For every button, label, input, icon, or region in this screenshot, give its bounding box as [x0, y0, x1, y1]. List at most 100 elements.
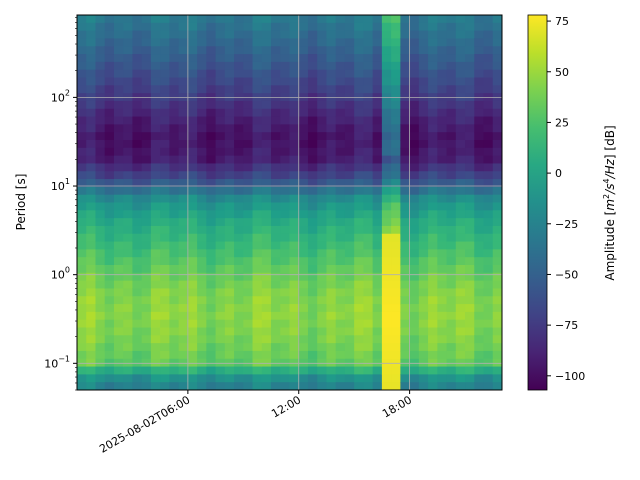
heatmap-cell	[428, 202, 438, 211]
heatmap-cell	[252, 46, 263, 55]
heatmap-cell	[141, 61, 152, 71]
heatmap-cell	[428, 140, 438, 149]
heatmap-cell	[197, 225, 207, 235]
heatmap-cell	[446, 280, 457, 290]
heatmap-cell	[150, 311, 161, 321]
heatmap-cell	[289, 202, 300, 211]
y-axis-label: Period [s]	[14, 174, 28, 231]
heatmap-cell	[197, 100, 207, 110]
heatmap-cell	[77, 304, 87, 313]
heatmap-cell	[437, 335, 448, 344]
heatmap-cell	[252, 225, 263, 235]
heatmap-cell	[363, 77, 374, 86]
heatmap-cell	[298, 225, 309, 235]
heatmap-cell	[104, 233, 115, 243]
heatmap-cell	[113, 124, 124, 133]
heatmap-cell	[474, 210, 485, 219]
heatmap-cell	[428, 69, 438, 79]
heatmap-cell	[381, 179, 392, 188]
heatmap-cell	[354, 296, 365, 305]
heatmap-cell	[224, 108, 235, 118]
heatmap-cell	[354, 382, 365, 390]
heatmap-cell	[354, 311, 365, 321]
heatmap-cell	[104, 343, 115, 352]
heatmap-cell	[437, 69, 448, 79]
heatmap-cell	[354, 140, 365, 149]
heatmap-cell	[215, 233, 226, 243]
heatmap-cell	[446, 186, 457, 196]
heatmap-cell	[381, 147, 392, 157]
heatmap-cell	[271, 38, 281, 47]
heatmap-cell	[206, 218, 217, 227]
heatmap-cell	[483, 54, 494, 63]
heatmap-cell	[150, 225, 161, 235]
heatmap-cell	[437, 132, 448, 141]
heatmap-cell	[465, 327, 475, 336]
heatmap-cell	[224, 61, 235, 71]
heatmap-cell	[280, 77, 291, 86]
heatmap-cell	[187, 327, 198, 336]
heatmap-cell	[400, 155, 411, 165]
heatmap-cell	[123, 54, 134, 63]
heatmap-cell	[372, 265, 383, 274]
heatmap-cell	[446, 335, 457, 344]
heatmap-cell	[307, 288, 318, 297]
heatmap-cell	[391, 382, 401, 390]
heatmap-cell	[95, 155, 106, 165]
heatmap-cell	[381, 116, 392, 125]
heatmap-cell	[391, 218, 401, 227]
heatmap-cell	[326, 233, 337, 243]
heatmap-cell	[178, 155, 189, 165]
heatmap-cell	[400, 61, 411, 71]
heatmap-cell	[169, 194, 180, 204]
colorbar-tick-label: −50	[555, 268, 578, 281]
heatmap-cell	[86, 225, 97, 235]
heatmap-cell	[206, 77, 217, 86]
heatmap-cell	[289, 366, 300, 375]
heatmap-cell	[215, 163, 226, 172]
heatmap-cell	[169, 311, 180, 321]
heatmap-cell	[104, 186, 115, 196]
heatmap-cell	[335, 296, 346, 305]
heatmap-cell	[326, 241, 337, 250]
heatmap-cell	[307, 69, 318, 79]
heatmap-cell	[474, 155, 485, 165]
heatmap-cell	[317, 100, 328, 110]
heatmap-cell	[150, 163, 161, 172]
heatmap-cell	[77, 265, 87, 274]
heatmap-cell	[492, 265, 502, 274]
heatmap-cell	[465, 241, 475, 250]
heatmap-cell	[335, 30, 346, 40]
heatmap-cell	[77, 241, 87, 250]
heatmap-cell	[280, 374, 291, 383]
heatmap-cell	[474, 350, 485, 360]
heatmap-cell	[113, 100, 124, 110]
heatmap-cell	[206, 288, 217, 297]
heatmap-cell	[252, 382, 263, 390]
heatmap-cell	[400, 46, 411, 55]
heatmap-cell	[492, 132, 502, 141]
heatmap-cell	[113, 296, 124, 305]
heatmap-cell	[77, 77, 87, 86]
heatmap-cell	[141, 85, 152, 94]
heatmap-cell	[187, 296, 198, 305]
heatmap-cell	[280, 350, 291, 360]
heatmap-cell	[187, 225, 198, 235]
heatmap-cell	[280, 124, 291, 133]
heatmap-cell	[104, 202, 115, 211]
heatmap-cell	[400, 22, 411, 32]
heatmap-cell	[169, 343, 180, 352]
heatmap-cell	[86, 108, 97, 118]
heatmap-cell	[474, 140, 485, 149]
colorbar-label: Amplitude [m2/s4/Hz] [dB]	[602, 125, 617, 280]
heatmap-cell	[391, 265, 401, 274]
heatmap-cell	[354, 350, 365, 360]
heatmap-cell	[132, 265, 143, 274]
heatmap-cell	[317, 22, 328, 32]
heatmap-cell	[317, 69, 328, 79]
heatmap-cell	[206, 265, 217, 274]
heatmap-cell	[298, 233, 309, 243]
heatmap-cell	[178, 327, 189, 336]
heatmap-cell	[77, 30, 87, 40]
heatmap-cell	[437, 241, 448, 250]
